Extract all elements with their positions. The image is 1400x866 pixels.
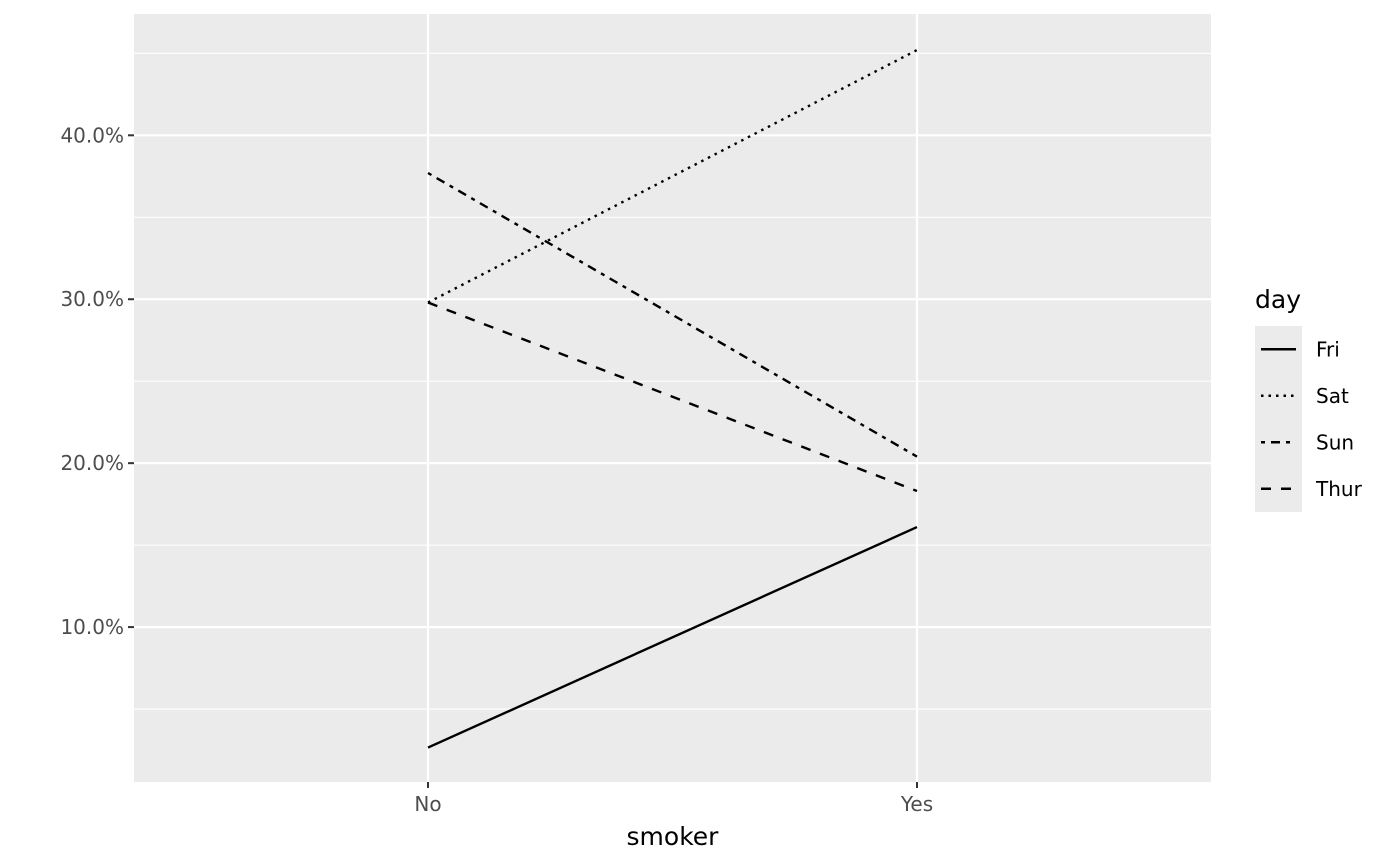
x-tick-label: Yes [900, 792, 933, 816]
y-tick-label: 10.0% [60, 615, 124, 639]
series-lines [427, 48, 918, 749]
legend-key-background [1255, 326, 1302, 512]
legend-items: Fri Sat Sun Thur [1261, 337, 1363, 501]
minor-gridlines [134, 52, 1211, 710]
legend-label-fri: Fri [1316, 337, 1340, 361]
legend-title: day [1255, 285, 1301, 314]
x-axis-title: smoker [627, 822, 720, 851]
x-axis: No Yes [414, 782, 933, 816]
x-tick-label: No [414, 792, 441, 816]
series-line-fri [427, 525, 918, 749]
series-line-sat [427, 48, 918, 304]
y-tick-label: 20.0% [60, 451, 124, 475]
y-tick-label: 30.0% [60, 287, 124, 311]
y-axis: 10.0% 20.0% 30.0% 40.0% [60, 123, 134, 639]
y-tick-label: 40.0% [60, 123, 124, 147]
legend-label-sun: Sun [1316, 430, 1354, 454]
legend-label-sat: Sat [1316, 384, 1349, 408]
series-line-thur [427, 301, 918, 493]
legend-label-thur: Thur [1315, 477, 1363, 501]
major-gridlines [134, 14, 1211, 782]
legend: day Fri Sat Sun Thur [1255, 285, 1363, 512]
